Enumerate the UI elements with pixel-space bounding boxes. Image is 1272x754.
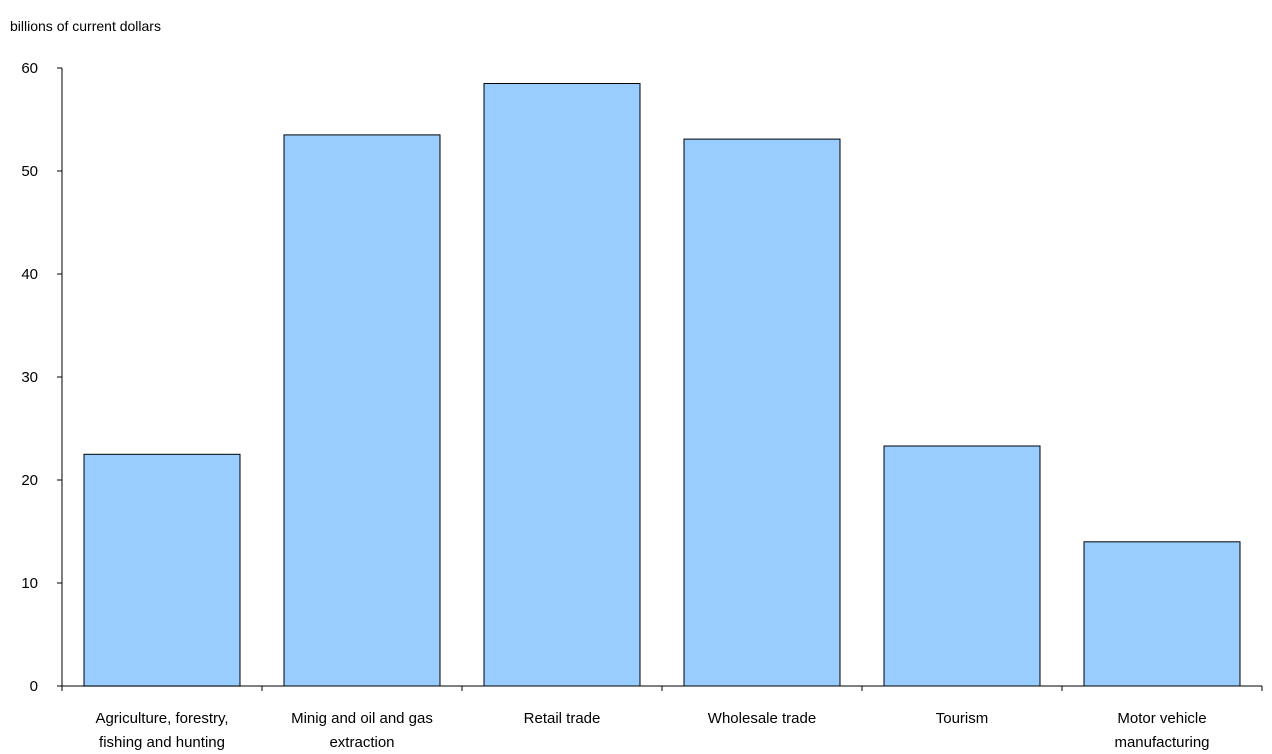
y-tick-label: 60: [21, 60, 38, 77]
x-category-label: Agriculture, forestry, fishing and huntin…: [95, 710, 228, 751]
bar: [883, 445, 1041, 687]
bar: [683, 138, 841, 687]
y-axis: 0 10 20 30 40 50 60: [21, 60, 63, 695]
bar: [83, 453, 241, 687]
x-category-label: Retail trade: [524, 710, 601, 727]
x-category-label: Minig and oil and gas extraction: [291, 710, 433, 751]
x-axis: Agriculture, forestry, fishing and huntin…: [61, 685, 1263, 751]
y-tick-label: 40: [21, 266, 38, 283]
x-category-label: Tourism: [936, 710, 989, 727]
bar: [1083, 541, 1241, 687]
y-tick-label: 0: [30, 678, 38, 695]
y-tick-label: 10: [21, 575, 38, 592]
bar: [283, 134, 441, 687]
bar: [483, 83, 641, 687]
bar-series: [83, 83, 1241, 687]
y-axis-unit-label: billions of current dollars: [10, 18, 161, 34]
y-tick-label: 20: [21, 472, 38, 489]
y-tick-label: 30: [21, 369, 38, 386]
y-tick-label: 50: [21, 163, 38, 180]
x-category-label: Motor vehicle manufacturing: [1114, 710, 1209, 751]
x-category-label: Wholesale trade: [708, 710, 816, 727]
